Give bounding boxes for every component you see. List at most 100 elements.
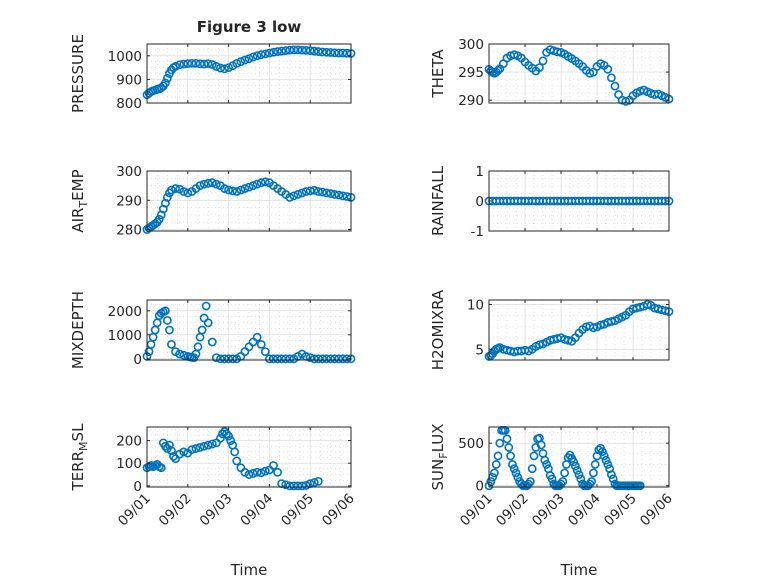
data-point: [248, 469, 258, 478]
ytick-label: 5: [475, 342, 484, 358]
data-point: [162, 73, 172, 83]
data-point: [338, 191, 348, 201]
data-point: [569, 457, 578, 467]
data-point: [183, 59, 193, 68]
ytick-label: 300: [116, 164, 142, 180]
y-axis-label: MIXDEPTH: [69, 291, 87, 369]
data-point: [244, 182, 254, 192]
ytick-label: 1000: [108, 49, 142, 65]
data-point: [293, 190, 303, 199]
data-point: [318, 187, 327, 197]
ytick-label: 500: [458, 436, 484, 452]
y-axis-label: THETA: [429, 49, 447, 99]
data-point: [269, 461, 278, 470]
data-point: [167, 185, 176, 195]
ytick-label: 1000: [108, 328, 142, 344]
data-point: [571, 461, 580, 471]
data-point: [162, 315, 172, 325]
data-point: [486, 477, 496, 486]
data-point: [309, 478, 319, 487]
subplot-rainfall: -1 0 1 RAINFALL: [429, 164, 674, 240]
y-axis-label: SUNFLUX: [429, 424, 450, 491]
data-point: [603, 460, 613, 469]
data-point: [489, 468, 499, 478]
data-point: [289, 481, 299, 491]
data-point: [171, 62, 180, 71]
data-point: [264, 48, 274, 58]
data-point: [248, 181, 258, 191]
data-point: [216, 63, 225, 73]
data-point: [244, 54, 254, 64]
data-point: [491, 460, 501, 469]
data-point: [160, 441, 170, 451]
data-point: [535, 63, 544, 72]
data-point: [224, 431, 233, 441]
subplot-air: 280 290 300 AIRTEMP: [69, 164, 356, 239]
data-point: [224, 354, 233, 364]
data-point: [289, 191, 299, 201]
data-point: [313, 476, 323, 486]
ytick-label: 800: [116, 96, 142, 112]
data-point: [273, 47, 282, 56]
data-point: [574, 470, 584, 480]
data-point: [576, 474, 586, 484]
axes-frame: [488, 299, 670, 361]
ytick-label: 280: [116, 223, 142, 239]
ytick-label: 0: [133, 352, 142, 368]
data-point: [301, 187, 311, 196]
data-markers: [142, 177, 356, 234]
data-point: [285, 354, 295, 364]
data-point: [297, 481, 307, 491]
data-point: [207, 178, 217, 188]
data-point: [232, 58, 242, 68]
ytick-label: 300: [458, 37, 484, 53]
data-point: [199, 179, 209, 189]
data-point: [589, 323, 598, 333]
data-point: [536, 440, 546, 450]
data-point: [281, 354, 291, 364]
data-point: [589, 468, 598, 478]
data-point: [281, 480, 291, 490]
data-point: [211, 353, 221, 362]
data-point: [318, 354, 327, 364]
data-point: [326, 189, 335, 198]
data-point: [183, 188, 193, 198]
data-point: [542, 460, 551, 469]
data-point: [228, 186, 238, 196]
data-point: [252, 179, 262, 189]
data-markers: [142, 45, 356, 100]
data-point: [203, 440, 213, 450]
data-point: [179, 447, 189, 457]
axes-frame: [146, 43, 352, 104]
data-point: [165, 325, 174, 335]
data-point: [309, 185, 319, 195]
data-point: [240, 184, 250, 193]
data-point: [260, 466, 270, 476]
data-point: [179, 59, 189, 69]
data-point: [607, 73, 616, 83]
subplot-theta: 290 295 300 THETA: [429, 37, 674, 109]
data-point: [309, 46, 319, 56]
data-point: [220, 184, 229, 193]
data-markers: [142, 301, 356, 364]
data-point: [509, 464, 519, 474]
data-point: [281, 46, 291, 56]
data-point: [322, 188, 331, 198]
data-point: [313, 47, 323, 56]
data-point: [256, 339, 266, 349]
data-point: [493, 451, 503, 461]
data-point: [171, 184, 180, 193]
ytick-label: 2000: [108, 304, 142, 320]
ytick-label: 200: [116, 434, 142, 450]
data-point: [256, 178, 266, 188]
data-point: [236, 57, 246, 67]
data-point: [598, 447, 607, 457]
data-point: [285, 481, 295, 491]
data-point: [322, 47, 331, 57]
data-point: [322, 354, 331, 364]
data-point: [244, 470, 254, 479]
data-point: [334, 354, 344, 364]
data-point: [236, 185, 246, 195]
ytick-label: 0: [475, 479, 484, 495]
data-point: [601, 455, 611, 465]
